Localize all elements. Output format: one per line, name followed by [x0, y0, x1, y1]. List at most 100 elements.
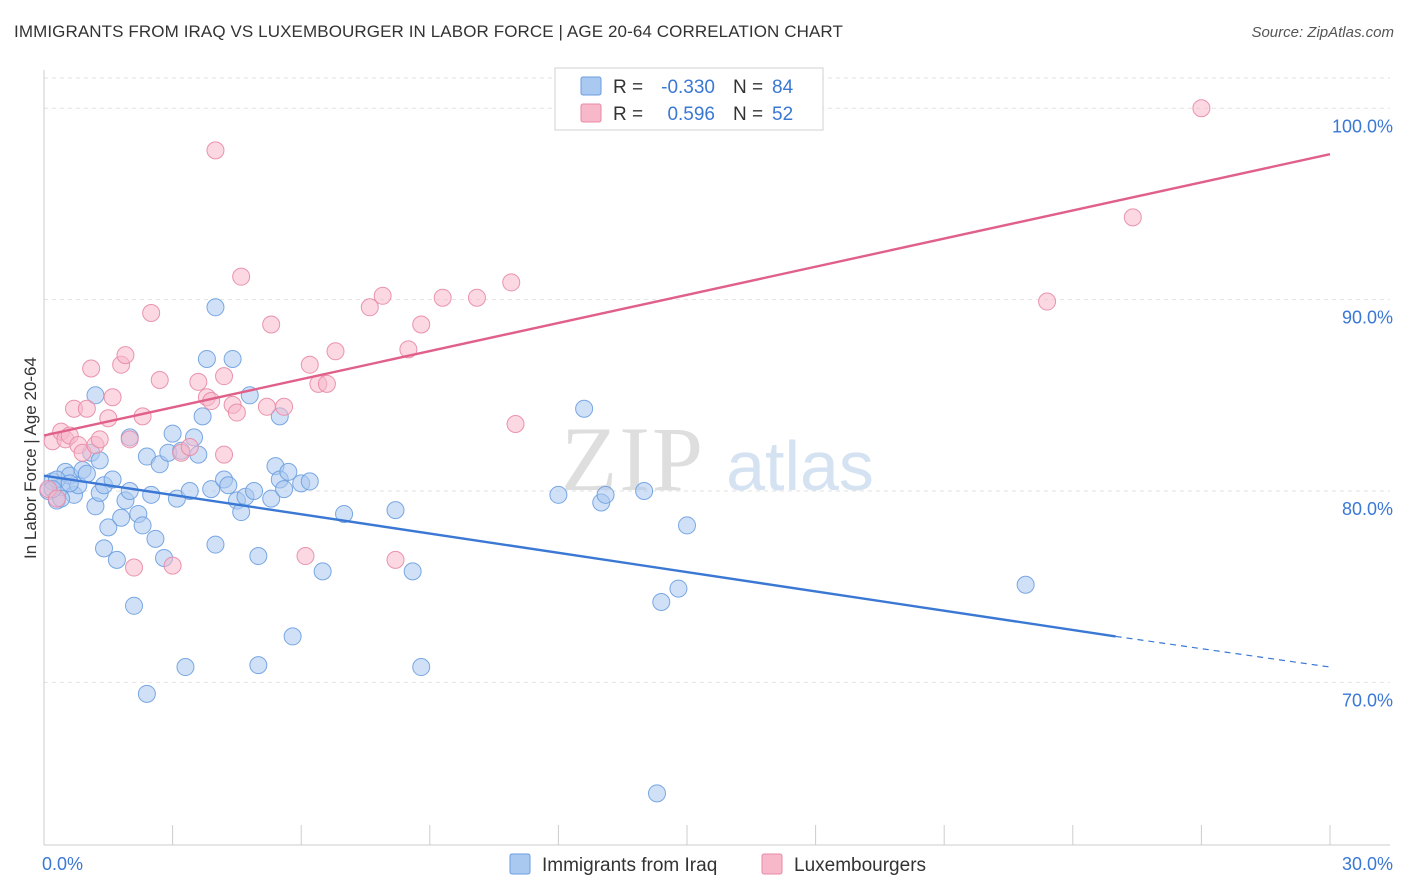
- iraq-point: [283, 627, 302, 646]
- stats-r-value: -0.330: [661, 77, 715, 98]
- legend-item-luxembourgers-swatch: [761, 853, 783, 875]
- luxembourger-point: [373, 286, 392, 305]
- iraq-point: [678, 516, 696, 535]
- luxembourger-point: [120, 430, 139, 449]
- iraq-point: [90, 451, 109, 470]
- iraq-trend-line: [43, 474, 1116, 638]
- luxembourger-point: [103, 388, 122, 407]
- iraq-point: [313, 562, 332, 581]
- iraq-point: [197, 349, 216, 368]
- stats-n-label: N =: [733, 104, 763, 125]
- iraq-point: [60, 474, 79, 493]
- luxembourger-point: [227, 403, 246, 422]
- source-credit: Source: ZipAtlas.com: [1251, 24, 1394, 41]
- iraq-point: [133, 516, 152, 535]
- watermark-atlas: atlas: [726, 427, 874, 505]
- luxembourger-point: [360, 298, 379, 317]
- stats-legend-swatch: [580, 76, 602, 96]
- stats-n-value: 84: [772, 77, 794, 98]
- iraq-point: [176, 658, 195, 677]
- x-tick-label: 30.0%: [1342, 854, 1393, 874]
- iraq-point: [95, 539, 114, 558]
- iraq-point: [193, 407, 212, 426]
- luxembourger-point: [1123, 208, 1142, 227]
- luxembourger-point: [215, 445, 234, 464]
- luxembourger-point: [1192, 99, 1211, 118]
- luxembourger-point: [90, 430, 109, 449]
- iraq-point: [206, 298, 225, 317]
- iraq-point: [403, 562, 422, 581]
- iraq-point: [163, 424, 182, 443]
- iraq-point: [669, 579, 688, 598]
- iraq-point: [137, 684, 156, 703]
- luxembourger-point: [47, 489, 66, 508]
- iraq-point: [262, 489, 281, 508]
- iraq-point: [647, 784, 666, 803]
- luxembourger-point: [399, 340, 418, 359]
- iraq-point: [103, 470, 122, 489]
- luxembourger-point: [150, 371, 169, 389]
- stats-n-label: N =: [733, 77, 763, 98]
- iraq-point: [386, 501, 405, 520]
- iraq-point: [652, 592, 671, 611]
- iraq-point: [249, 547, 268, 566]
- stats-n-value: 52: [772, 104, 793, 125]
- luxembourger-point: [163, 556, 182, 575]
- iraq-point: [202, 480, 221, 499]
- iraq-point: [223, 349, 242, 368]
- luxembourger-point: [433, 288, 452, 307]
- luxembourger-point: [189, 372, 208, 391]
- y-tick-label: 70.0%: [1342, 690, 1393, 710]
- iraq-point: [77, 464, 96, 483]
- iraq-point: [99, 518, 118, 537]
- iraq-point: [412, 658, 431, 677]
- iraq-point: [219, 476, 238, 495]
- luxembourger-point: [412, 315, 431, 334]
- x-tick-label: 0.0%: [42, 854, 83, 874]
- luxembourger-point: [142, 304, 161, 323]
- chart-title: IMMIGRANTS FROM IRAQ VS LUXEMBOURGER IN …: [14, 22, 843, 41]
- luxembourger-point: [77, 399, 96, 418]
- luxembourger-point: [326, 342, 345, 361]
- iraq-point: [120, 481, 139, 500]
- luxembourger-point: [232, 267, 251, 286]
- y-tick-label: 90.0%: [1342, 308, 1393, 328]
- luxembourger-point: [502, 273, 521, 292]
- legend-item-iraq-swatch: [509, 853, 531, 875]
- iraq-point: [180, 481, 199, 500]
- iraq-point: [125, 596, 144, 615]
- iraq-point: [279, 462, 298, 481]
- luxembourger-point: [506, 415, 525, 434]
- luxembourger-point: [215, 367, 234, 386]
- stats-r-value: 0.596: [667, 104, 715, 125]
- iraq-point: [275, 480, 294, 499]
- luxembourger-point: [1038, 292, 1057, 311]
- luxembourger-point: [386, 550, 405, 569]
- watermark-zip: ZIP: [561, 408, 705, 510]
- stats-r-label: R =: [613, 77, 643, 98]
- iraq-point: [245, 481, 264, 500]
- iraq-point: [112, 508, 131, 527]
- iraq-point: [249, 656, 268, 675]
- luxembourger-point: [467, 288, 486, 307]
- iraq-point: [335, 504, 354, 523]
- legend-item-luxembourgers-label: Luxembourgers: [794, 855, 926, 876]
- iraq-trend-extension: [1115, 635, 1331, 668]
- iraq-point: [146, 529, 165, 548]
- iraq-point: [635, 481, 654, 500]
- y-tick-label: 80.0%: [1342, 499, 1393, 519]
- legend-item-iraq-label: Immigrants from Iraq: [542, 855, 717, 876]
- luxembourger-point: [82, 359, 101, 378]
- luxembourger-point: [275, 397, 294, 416]
- iraq-point: [549, 485, 568, 504]
- luxembourger-point: [206, 141, 225, 160]
- luxembourger-point: [317, 374, 336, 393]
- iraq-point: [206, 535, 225, 554]
- luxembourger-point: [116, 346, 135, 365]
- stats-r-label: R =: [613, 104, 643, 125]
- luxembourger-point: [300, 355, 319, 374]
- luxembourger-trend-line: [43, 153, 1331, 437]
- iraq-point: [142, 485, 161, 504]
- iraq-point: [107, 550, 126, 569]
